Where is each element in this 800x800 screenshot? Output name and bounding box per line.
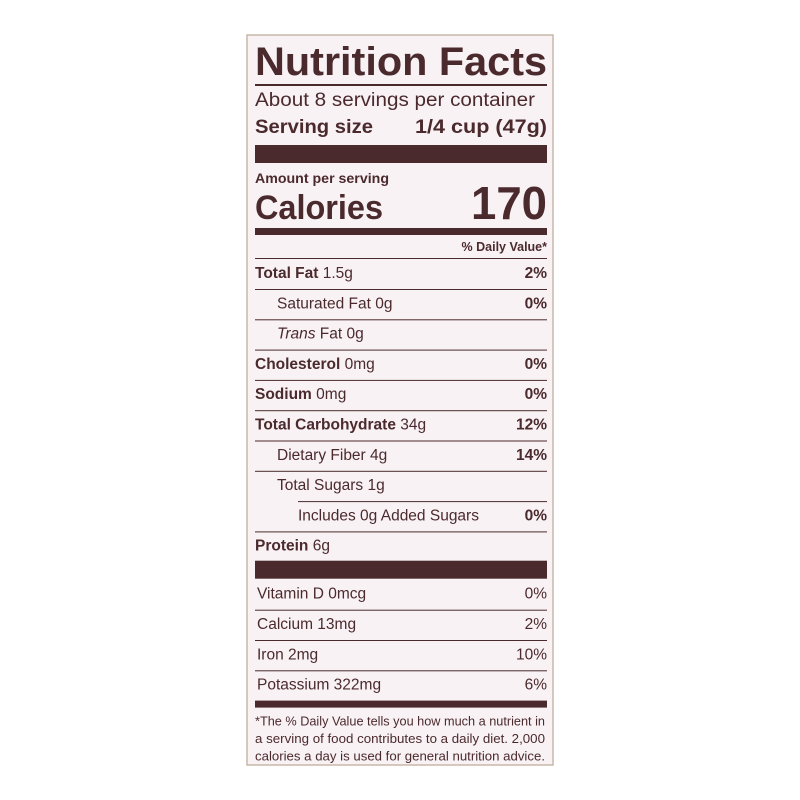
rule <box>255 531 547 533</box>
nutrient-amount: Fat 0g <box>320 326 364 343</box>
nutrient-row: Dietary Fiber 4g <box>277 447 387 464</box>
medium-bar <box>255 228 547 235</box>
vitamin-dv: 0% <box>525 586 548 603</box>
nutrient-row: Sodium 0mg <box>255 386 346 403</box>
nutrient-row: Total Sugars 1g <box>277 477 385 494</box>
nutrient-name: Cholesterol <box>255 356 340 373</box>
rule <box>255 349 547 351</box>
nutrient-amount: 1g <box>367 477 384 494</box>
vitamin-name: Potassium 322mg <box>257 677 381 694</box>
nutrient-name: Total Sugars <box>277 477 363 494</box>
serving-size-label: Serving size <box>255 117 373 138</box>
nutrient-amount: 34g <box>400 417 426 434</box>
nutrient-row: Includes 0g Added Sugars <box>298 507 479 524</box>
nutrient-name: Total Fat <box>255 265 318 282</box>
nutrient-name: Includes 0g Added Sugars <box>298 507 479 524</box>
rule <box>255 319 547 321</box>
rule <box>255 410 547 412</box>
rule <box>255 670 547 672</box>
nutrient-name: Saturated Fat <box>277 295 372 312</box>
nutrient-dv: 0% <box>525 356 548 373</box>
footnote: a serving of food contributes to a daily… <box>255 732 545 746</box>
nutrient-dv: 0% <box>525 507 548 524</box>
rule <box>255 560 547 579</box>
nutrient-amount: 6g <box>313 538 330 555</box>
nutrient-amount: 4g <box>370 447 387 464</box>
rule <box>255 258 547 259</box>
nutrient-dv: 14% <box>516 447 547 464</box>
rule <box>255 440 547 442</box>
amount-per-serving: Amount per serving <box>255 170 389 186</box>
vitamin-dv: 2% <box>525 616 548 633</box>
nutrient-row: Protein 6g <box>255 538 330 555</box>
rule <box>255 379 547 381</box>
vitamin-dv: 6% <box>525 677 548 694</box>
nutrient-amount: 0g <box>375 295 392 312</box>
nutrient-amount: 0mg <box>316 386 346 403</box>
footnote: calories a day is used for general nutri… <box>255 750 545 764</box>
rule <box>255 84 547 86</box>
calories-value: 170 <box>471 177 547 229</box>
serving-size-value: 1/4 cup (47g) <box>415 117 547 138</box>
nutrient-row: Total Carbohydrate 34g <box>255 417 426 434</box>
nutrient-dv: 0% <box>525 295 548 312</box>
nutrient-amount: 1.5g <box>323 265 353 282</box>
nutrient-dv: 0% <box>525 386 548 403</box>
vitamin-dv: 10% <box>516 646 547 663</box>
thick-bar <box>255 145 547 163</box>
nutrient-row: Cholesterol 0mg <box>255 356 375 373</box>
rule <box>298 501 547 503</box>
nutrient-name: Dietary Fiber <box>277 447 366 464</box>
nutrient-dv: 12% <box>516 417 547 434</box>
nutrient-amount: 0mg <box>345 356 375 373</box>
dv-header: % Daily Value* <box>462 240 548 254</box>
nutrient-name: Protein <box>255 538 308 555</box>
rule <box>255 700 547 708</box>
rule <box>255 289 547 290</box>
nutrient-row: Trans Fat 0g <box>277 326 364 343</box>
vitamin-name: Vitamin D 0mcg <box>257 586 366 603</box>
vitamin-name: Calcium 13mg <box>257 616 356 633</box>
nutrient-name: Sodium <box>255 386 312 403</box>
rule <box>255 470 547 472</box>
rule <box>255 609 547 611</box>
nutrient-name: Total Carbohydrate <box>255 417 396 434</box>
nutrient-name: Trans <box>277 326 316 343</box>
footnote: *The % Daily Value tells you how much a … <box>255 715 545 729</box>
calories-label: Calories <box>255 189 383 227</box>
nutrient-dv: 2% <box>525 265 548 282</box>
nutrient-row: Saturated Fat 0g <box>277 295 392 312</box>
servings: About 8 servings per container <box>255 90 536 111</box>
title: Nutrition Facts <box>255 40 547 84</box>
vitamin-name: Iron 2mg <box>257 646 318 663</box>
nutrient-row: Total Fat 1.5g <box>255 265 353 282</box>
rule <box>255 640 547 641</box>
